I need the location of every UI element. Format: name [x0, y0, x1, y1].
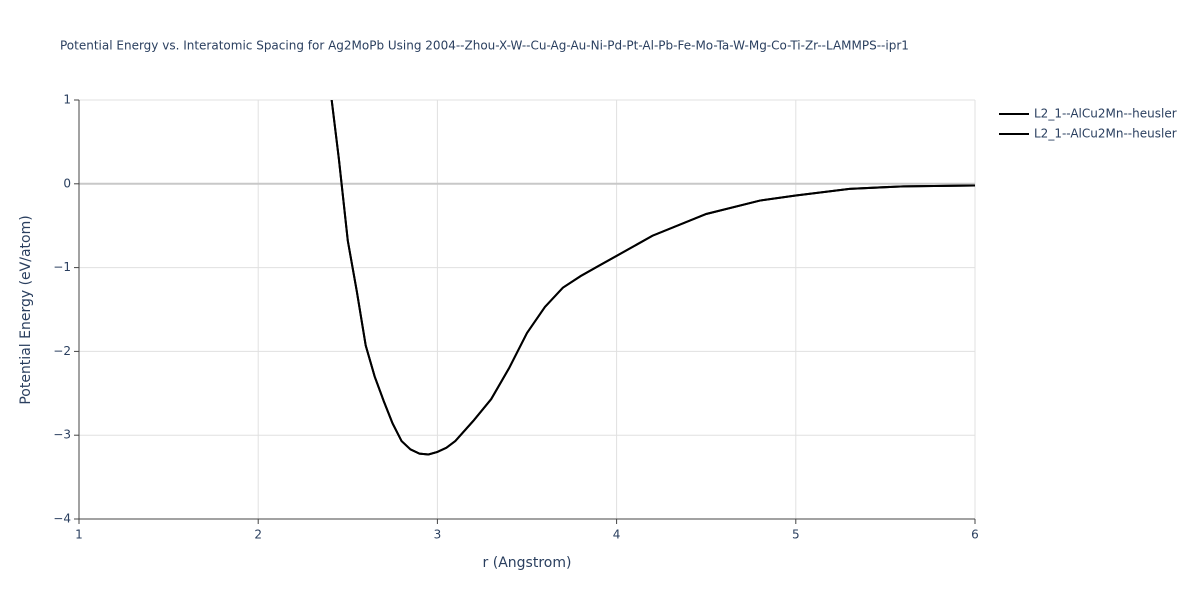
x-tick-label: 3 [434, 528, 442, 542]
line [330, 100, 975, 456]
x-axis-title: r (Angstrom) [483, 555, 572, 571]
legend-label: L2_1--AlCu2Mn--heusler [1034, 107, 1177, 121]
x-tick-label: 4 [613, 528, 621, 542]
y-tick-label: −2 [53, 344, 71, 358]
legend-label: L2_1--AlCu2Mn--heusler [1034, 127, 1177, 141]
line [330, 100, 975, 456]
x-tick-label: 1 [75, 528, 83, 542]
y-tick-label: 0 [63, 176, 71, 190]
chart-title: Potential Energy vs. Interatomic Spacing… [60, 39, 909, 53]
x-tick-label: 2 [254, 528, 262, 542]
x-tick-label: 5 [792, 528, 800, 542]
x-tick-label: 6 [971, 528, 979, 542]
y-tick-label: −4 [53, 512, 71, 526]
y-tick-label: 1 [63, 93, 71, 107]
y-tick-label: −1 [53, 260, 71, 274]
y-tick-label: −3 [53, 428, 71, 442]
y-axis-title: Potential Energy (eV/atom) [18, 215, 34, 404]
